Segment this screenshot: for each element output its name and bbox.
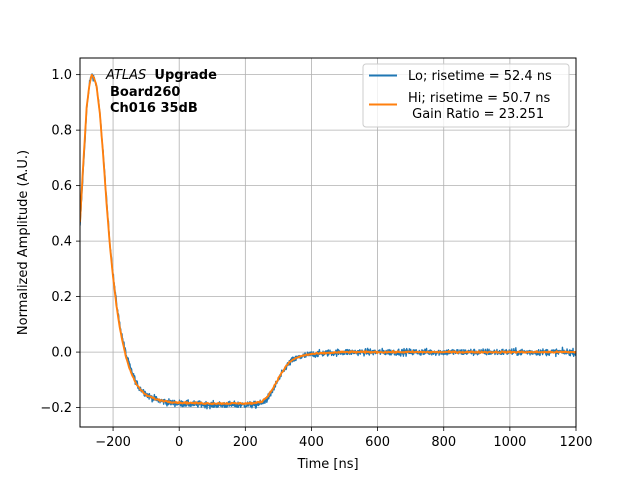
annotation-upgrade: Upgrade: [154, 68, 217, 83]
y-tick-label: −0.2: [40, 401, 72, 416]
x-tick-label: 0: [175, 435, 183, 450]
x-tick-label: 600: [365, 435, 390, 450]
y-tick-label: 0.6: [51, 179, 72, 194]
annotation-experiment: ATLAS: [105, 68, 146, 83]
axis-ticks: −200 0 200 400 600 800 1000 1200 −0.2 0.0 0.2 0.4 0.…: [40, 68, 592, 450]
legend-label-hi: Hi; risetime = 50.7 ns Gain Ratio = 23.2…: [408, 91, 550, 122]
svg-text:ATLAS Upgrade: ATLAS Upgrade: [105, 68, 217, 83]
y-tick-label: 0.8: [51, 124, 72, 139]
x-axis-label: Time [ns]: [296, 457, 358, 472]
series-layer: [80, 73, 576, 410]
y-tick-label: 0.0: [51, 346, 72, 361]
series-line-hi: [80, 73, 576, 406]
experiment-annotation: ATLAS Upgrade Board260 Ch016 35dB: [105, 68, 217, 116]
legend-box: [362, 63, 570, 128]
x-tick-label: 800: [431, 435, 456, 450]
legend: Lo; risetime = 52.4 ns Hi; risetime = 50…: [362, 63, 570, 128]
x-tick-label: −200: [95, 435, 131, 450]
y-tick-label: 1.0: [51, 68, 72, 83]
x-tick-label: 1000: [493, 435, 526, 450]
x-tick-label: 1200: [559, 435, 592, 450]
x-tick-label: 400: [299, 435, 324, 450]
x-tick-label: 200: [233, 435, 258, 450]
y-tick-label: 0.4: [51, 235, 72, 250]
annotation-channel: Ch016 35dB: [110, 101, 198, 116]
legend-label-lo: Lo; risetime = 52.4 ns: [408, 69, 552, 84]
plot-frame: [79, 57, 577, 428]
y-tick-label: 0.2: [51, 290, 72, 305]
annotation-board: Board260: [110, 85, 180, 100]
y-axis-label: Normalized Amplitude (A.U.): [16, 150, 31, 335]
